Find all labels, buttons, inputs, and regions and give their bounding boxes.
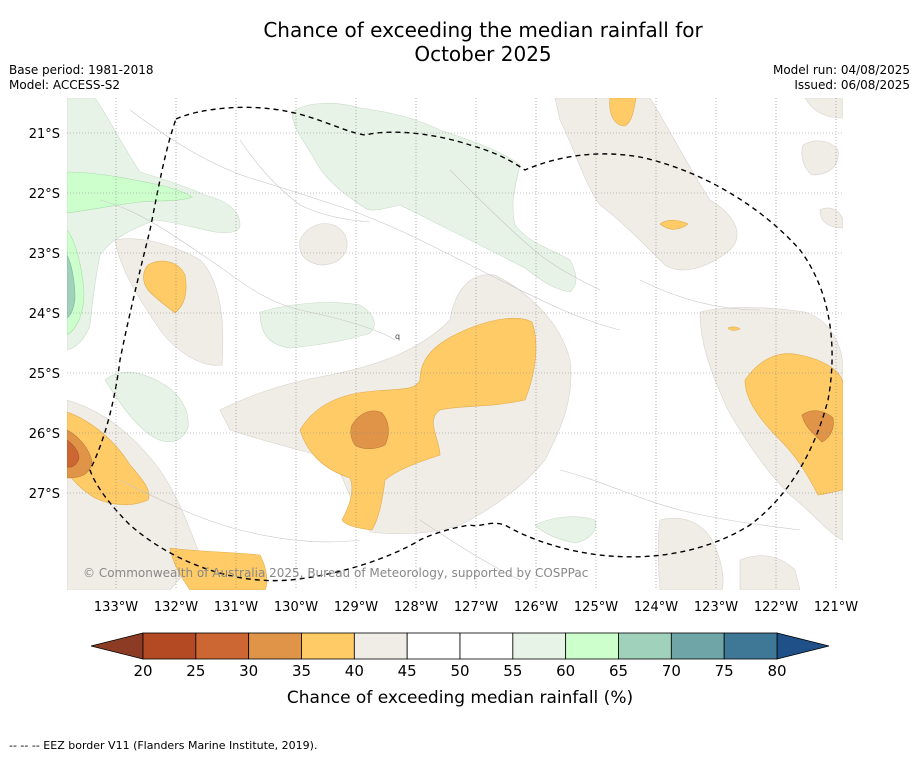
colorbar-cell — [195, 632, 250, 660]
map-panel: q — [67, 98, 843, 590]
colorbar-tick-label: 55 — [503, 662, 522, 680]
colorbar-tick-label: 45 — [398, 662, 417, 680]
eez-border — [89, 106, 833, 582]
colorbar-label: Chance of exceeding median rainfall (%) — [287, 688, 633, 708]
lon-label: 123°W — [694, 600, 738, 615]
colorbar-tick-label: 60 — [556, 662, 575, 680]
title-line-1: Chance of exceeding the median rainfall … — [263, 18, 703, 42]
model-run: Model run: 04/08/2025 — [772, 63, 910, 77]
colorbar: 20 25 30 35 40 45 50 55 60 65 70 75 80 — [90, 632, 830, 680]
colorbar-cell — [723, 632, 778, 660]
meta-right: Model run: 04/08/2025 Issued: 06/08/2025 — [773, 63, 910, 93]
colorbar-tick-label: 20 — [133, 662, 152, 680]
colorbar-tick-label: 25 — [186, 662, 205, 680]
colorbar-tick-label: 50 — [450, 662, 469, 680]
issued-date: Issued: 06/08/2025 — [794, 78, 910, 92]
footer-note: -- -- -- EEZ border V11 (Flanders Marine… — [9, 739, 318, 752]
lon-label: 125°W — [574, 600, 618, 615]
colorbar-cell — [618, 632, 672, 660]
base-period: Base period: 1981-2018 — [9, 63, 154, 77]
lon-label: 124°W — [634, 600, 678, 615]
colorbar-low-arrow — [90, 632, 144, 660]
colorbar-cell — [565, 632, 619, 660]
small-mark: q — [395, 332, 400, 341]
model-name: Model: ACCESS-S2 — [9, 78, 121, 92]
colorbar-tick-label: 70 — [662, 662, 681, 680]
colorbar-cell — [353, 632, 408, 660]
contour-25-30 — [67, 439, 80, 468]
lon-label: 126°W — [514, 600, 558, 615]
colorbar-cell — [459, 632, 514, 660]
colorbar-tick-label: 35 — [292, 662, 311, 680]
lat-label: 26°S — [29, 427, 60, 442]
grid-lines — [67, 98, 843, 590]
contour-30-35 — [67, 410, 834, 479]
contour-55-60 — [67, 98, 596, 544]
colorbar-cell — [406, 632, 461, 660]
colorbar-cell — [301, 632, 355, 660]
meta-left: Base period: 1981-2018 Model: ACCESS-S2 — [9, 63, 154, 93]
lon-labels: 133°W 132°W 131°W 130°W 129°W 128°W 127°… — [94, 600, 858, 615]
lon-label: 121°W — [814, 600, 858, 615]
colorbar-tick-label: 30 — [239, 662, 258, 680]
colorbar-tick-label: 40 — [345, 662, 364, 680]
colorbar-cell — [142, 632, 197, 660]
copyright-text: © Commonwealth of Australia 2025, Bureau… — [83, 566, 588, 580]
colorbar-cell — [248, 632, 302, 660]
colorbar-tick-label: 65 — [609, 662, 628, 680]
contour-65-70 — [67, 254, 76, 319]
colorbar-ticks: 20 25 30 35 40 45 50 55 60 65 70 75 80 — [133, 662, 786, 680]
lat-labels: 21°S 22°S 23°S 24°S 25°S 26°S 27°S — [29, 127, 60, 502]
lat-label: 22°S — [29, 187, 60, 202]
colorbar-tick-label: 80 — [767, 662, 786, 680]
lon-label: 129°W — [334, 600, 378, 615]
lat-label: 21°S — [29, 127, 60, 142]
lat-label: 27°S — [29, 487, 60, 502]
colorbar-cell — [670, 632, 725, 660]
lat-label: 23°S — [29, 247, 60, 262]
colorbar-tick-label: 75 — [715, 662, 734, 680]
colorbar-cell — [512, 632, 567, 660]
lon-label: 127°W — [454, 600, 498, 615]
lon-label: 130°W — [274, 600, 318, 615]
lat-label: 24°S — [29, 307, 60, 322]
lon-label: 131°W — [214, 600, 258, 615]
contour-35-40 — [67, 98, 843, 590]
lon-label: 128°W — [394, 600, 438, 615]
colorbar-cells — [142, 632, 778, 660]
lon-label: 122°W — [754, 600, 798, 615]
colorbar-high-arrow — [776, 632, 830, 660]
map-title: Chance of exceeding the median rainfall … — [0, 18, 919, 66]
lon-label: 133°W — [94, 600, 138, 615]
lat-label: 25°S — [29, 367, 60, 382]
title-line-2: October 2025 — [414, 42, 552, 66]
lon-label: 132°W — [154, 600, 198, 615]
